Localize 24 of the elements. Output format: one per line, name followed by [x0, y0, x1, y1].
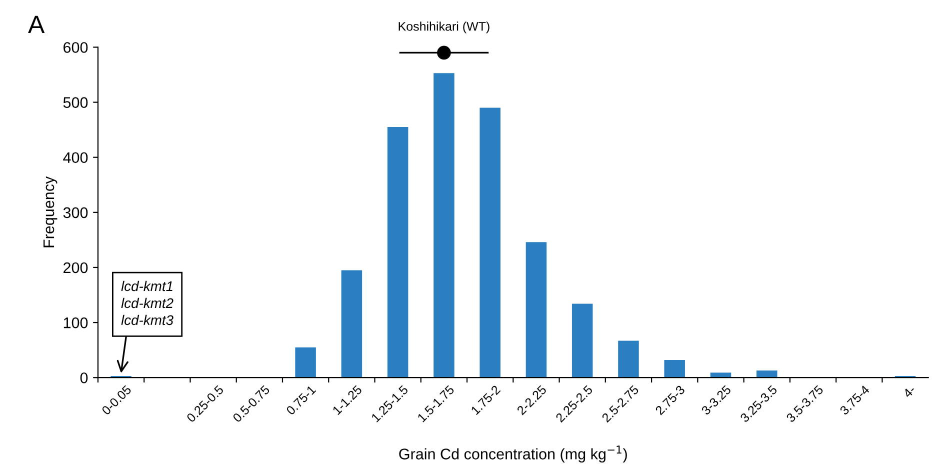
- y-tick-label: 200: [64, 262, 88, 274]
- y-tick-label: 600: [64, 42, 88, 53]
- y-tick-label: 300: [63, 207, 88, 218]
- bar: [387, 127, 408, 378]
- y-tick-label: 100: [64, 317, 88, 328]
- y-tick-label: 0: [80, 372, 88, 384]
- bar: [710, 372, 732, 378]
- y-tick-label: 400: [63, 152, 88, 164]
- chart-title: A: [28, 16, 45, 34]
- x-tick-label: 4-: [902, 384, 916, 398]
- bar: [341, 270, 362, 378]
- bar: [434, 73, 454, 378]
- bar: [295, 347, 316, 378]
- bar: [526, 242, 547, 378]
- annotation: Koshihikari (WT): [398, 22, 490, 34]
- bar: [572, 304, 593, 378]
- bar: [618, 340, 639, 378]
- annotation: lcd-kmt1 lcd-kmt2 lcd-kmt3: [121, 280, 174, 326]
- x-axis-title: Grain Cd concentration (mg kg$^{−1}$): [399, 446, 627, 462]
- bar: [756, 370, 778, 378]
- y-axis-title: Frequency: [44, 176, 58, 248]
- y-tick-label: 500: [63, 97, 88, 108]
- bar: [480, 108, 500, 378]
- bar: [664, 360, 685, 378]
